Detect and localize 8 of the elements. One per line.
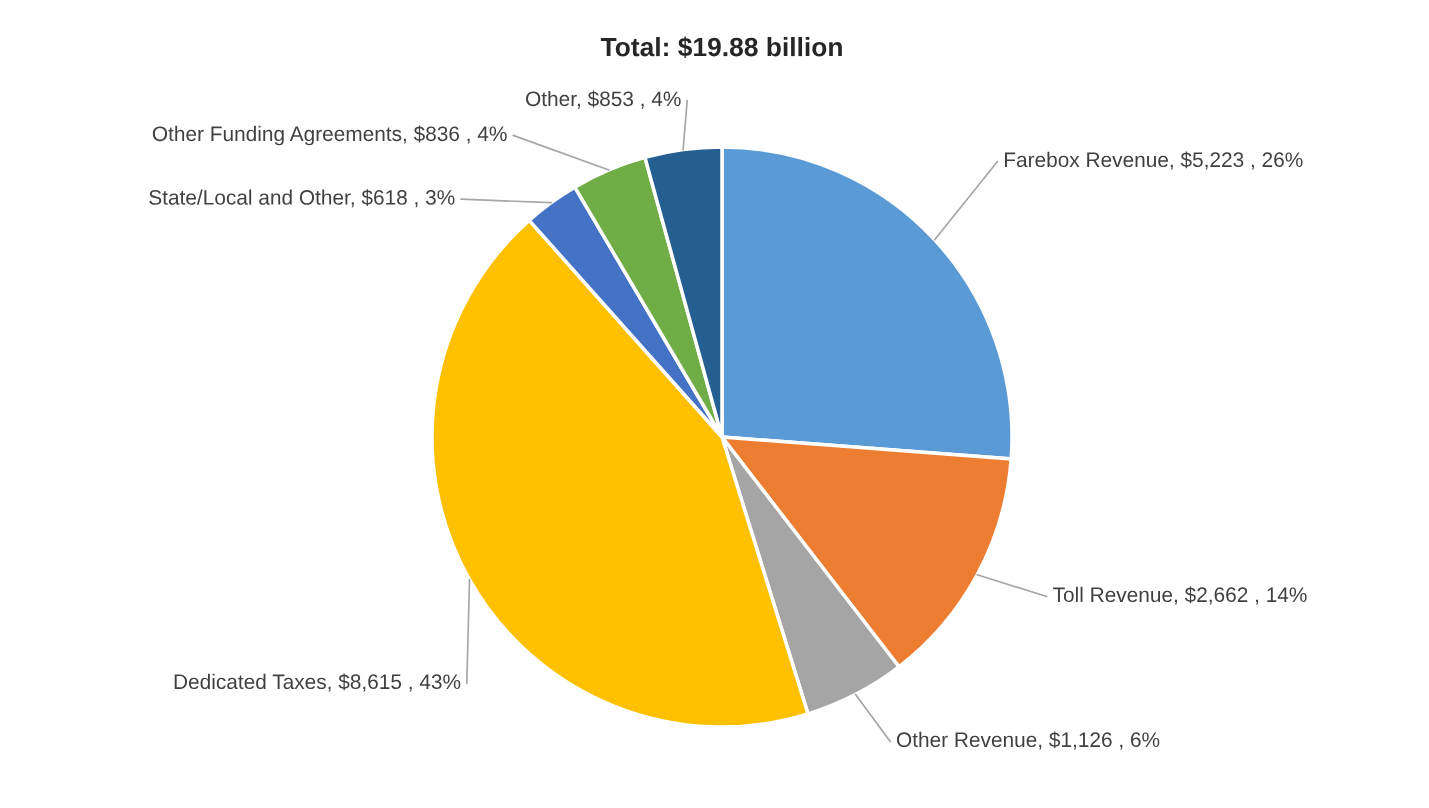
chart-title: Total: $19.88 billion: [600, 36, 842, 59]
slice-label: Dedicated Taxes, $8,615 , 43%: [174, 673, 461, 692]
slice-label: Toll Revenue, $2,662 , 14%: [1053, 586, 1307, 605]
slice-label: Other, $853 , 4%: [526, 90, 681, 109]
slice-label: State/Local and Other, $618 , 3%: [149, 189, 455, 208]
slice-label: Farebox Revenue, $5,223 , 26%: [1005, 151, 1303, 170]
slice-label: Other Revenue, $1,126 , 6%: [896, 731, 1160, 750]
slice-label: Other Funding Agreements, $836 , 4%: [152, 125, 507, 146]
